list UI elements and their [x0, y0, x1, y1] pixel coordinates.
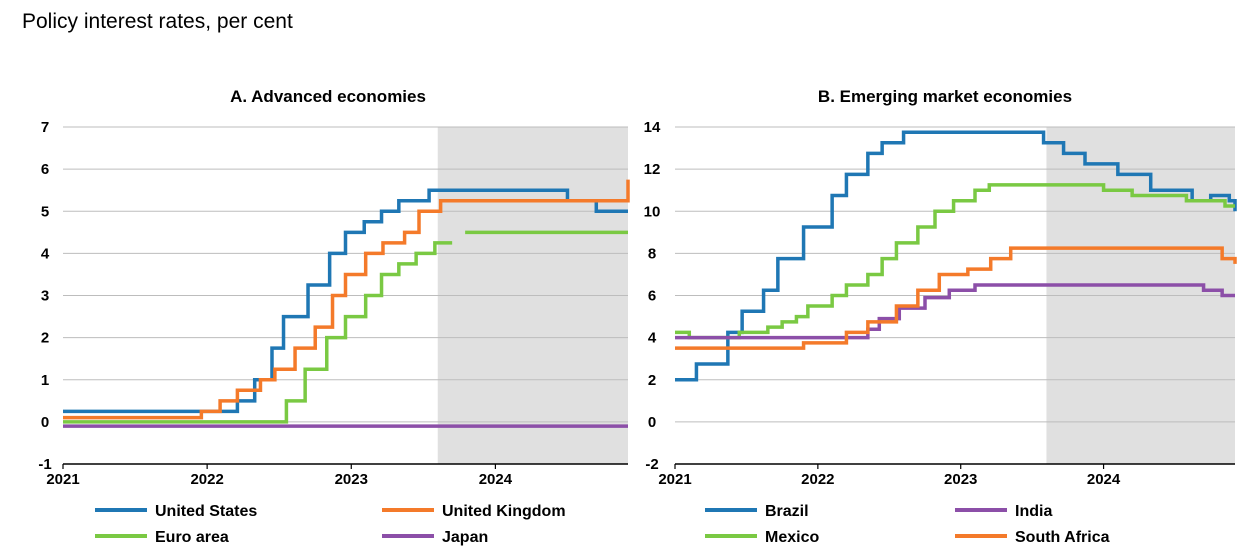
- legend-label: Japan: [442, 529, 488, 546]
- panel-title: A. Advanced economies: [230, 87, 426, 106]
- y-tick-label: 3: [41, 288, 49, 305]
- panel-emerging-market-economies: -2 0 2 4 6 8 10 12 14 2021 2022 2023 2024 B. Emerging…: [644, 87, 1237, 546]
- y-tick-label: 6: [41, 161, 49, 178]
- x-tick-label: 2022: [190, 471, 223, 488]
- y-tick-label: 8: [648, 245, 656, 262]
- series-line-india: [675, 283, 1235, 340]
- y-tick-label: 7: [41, 119, 49, 136]
- x-tick-label: 2023: [335, 471, 368, 488]
- legend-label: United States: [155, 503, 257, 520]
- y-tick-label: -1: [38, 456, 51, 473]
- x-tick-label: 2024: [479, 471, 513, 488]
- legend-label: United Kingdom: [442, 503, 566, 520]
- series-line-united-kingdom: [63, 179, 630, 420]
- panel-advanced-economies: -1 0 1 2 3 4 5 6 7 2021 2022 2023 2024 A. Advanced ec…: [38, 87, 630, 546]
- figure-title: Policy interest rates, per cent: [22, 10, 293, 33]
- x-tick-label: 2021: [658, 471, 691, 488]
- legend-label: Euro area: [155, 529, 229, 546]
- y-tick-label: 12: [644, 161, 661, 178]
- y-tick-label: 0: [648, 414, 656, 431]
- y-tick-label: 14: [644, 119, 661, 136]
- legend-label: Mexico: [765, 529, 819, 546]
- y-tick-label: 10: [644, 203, 661, 220]
- panel-title: B. Emerging market economies: [818, 87, 1072, 106]
- y-tick-label: 5: [41, 203, 49, 220]
- series-line-south-africa: [675, 246, 1237, 350]
- x-tick-label: 2023: [944, 471, 977, 488]
- y-tick-label: 4: [648, 330, 657, 347]
- legend-label: Brazil: [765, 503, 809, 520]
- y-tick-label: 2: [41, 330, 49, 347]
- y-tick-label: 0: [41, 414, 49, 431]
- x-tick-label: 2024: [1087, 471, 1121, 488]
- series-line-euro-area: [63, 241, 453, 424]
- y-tick-label: 4: [41, 245, 50, 262]
- y-tick-label: 1: [41, 372, 49, 389]
- x-tick-label: 2021: [46, 471, 79, 488]
- y-tick-label: 2: [648, 372, 656, 389]
- y-tick-label: -2: [645, 456, 658, 473]
- series-line-mexico: [675, 183, 1235, 340]
- y-tick-label: 6: [648, 288, 656, 305]
- legend-label: India: [1015, 503, 1052, 520]
- series-line-brazil: [675, 130, 1237, 382]
- legend-label: South Africa: [1015, 529, 1110, 546]
- x-tick-label: 2022: [801, 471, 834, 488]
